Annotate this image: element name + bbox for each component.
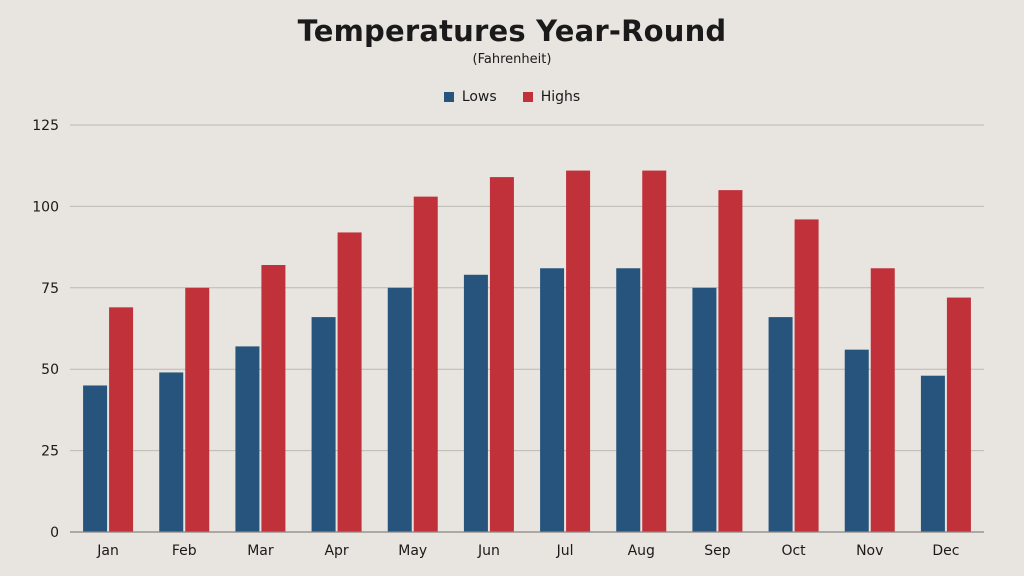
x-tick-label-feb: Feb bbox=[172, 543, 197, 559]
bar-lows-jul bbox=[540, 268, 565, 532]
x-tick-label-jun: Jun bbox=[477, 543, 500, 559]
y-tick-label-0: 0 bbox=[50, 525, 59, 541]
y-tick-label-50: 50 bbox=[41, 362, 59, 378]
y-tick-label-125: 125 bbox=[32, 118, 59, 134]
chart-title: Temperatures Year-Round bbox=[297, 14, 727, 48]
chart-subtitle: (Fahrenheit) bbox=[472, 52, 552, 67]
bar-lows-jun bbox=[463, 274, 488, 532]
x-tick-label-jul: Jul bbox=[556, 543, 574, 559]
legend-label-highs: Highs bbox=[540, 89, 581, 105]
bar-highs-sep bbox=[718, 190, 743, 532]
bar-highs-jul bbox=[566, 170, 591, 533]
y-tick-label-75: 75 bbox=[41, 281, 59, 297]
x-tick-label-aug: Aug bbox=[628, 543, 655, 559]
x-tick-label-nov: Nov bbox=[856, 543, 883, 559]
bar-highs-dec bbox=[946, 297, 971, 532]
x-tick-label-jan: Jan bbox=[96, 543, 119, 559]
bar-highs-may bbox=[413, 196, 438, 532]
bar-lows-dec bbox=[920, 375, 945, 532]
bar-highs-jan bbox=[109, 307, 134, 532]
bar-highs-aug bbox=[642, 170, 667, 533]
bar-lows-jan bbox=[83, 385, 108, 532]
x-tick-label-dec: Dec bbox=[932, 543, 959, 559]
y-tick-label-100: 100 bbox=[32, 199, 59, 215]
bar-highs-jun bbox=[489, 177, 514, 532]
bar-highs-apr bbox=[337, 232, 362, 532]
legend-swatch-lows bbox=[443, 92, 454, 102]
legend: Lows Highs bbox=[0, 89, 1024, 105]
bar-lows-apr bbox=[311, 317, 336, 532]
x-tick-label-may: May bbox=[398, 543, 427, 559]
bar-highs-nov bbox=[870, 268, 895, 532]
legend-item-highs: Highs bbox=[522, 89, 581, 105]
bar-lows-feb bbox=[159, 372, 184, 532]
bar-highs-mar bbox=[261, 265, 286, 532]
y-tick-label-25: 25 bbox=[41, 444, 59, 460]
bar-lows-may bbox=[387, 287, 412, 532]
bar-highs-feb bbox=[185, 287, 210, 532]
bar-lows-oct bbox=[768, 317, 793, 532]
bar-lows-nov bbox=[844, 349, 869, 532]
x-tick-label-oct: Oct bbox=[781, 543, 806, 559]
bar-highs-oct bbox=[794, 219, 819, 532]
legend-swatch-highs bbox=[522, 92, 533, 102]
x-tick-label-mar: Mar bbox=[247, 543, 274, 559]
bar-lows-aug bbox=[616, 268, 641, 532]
bar-lows-mar bbox=[235, 346, 260, 532]
bar-lows-sep bbox=[692, 287, 717, 532]
x-tick-label-apr: Apr bbox=[324, 543, 348, 559]
legend-label-lows: Lows bbox=[461, 89, 497, 105]
legend-item-lows: Lows bbox=[443, 89, 497, 105]
x-tick-label-sep: Sep bbox=[704, 543, 731, 559]
